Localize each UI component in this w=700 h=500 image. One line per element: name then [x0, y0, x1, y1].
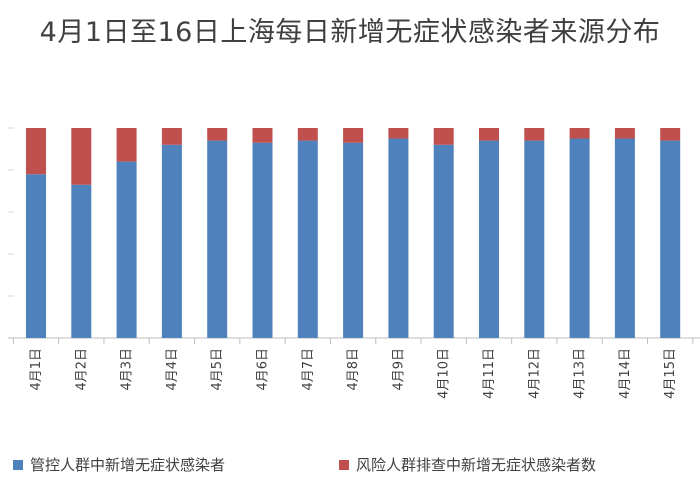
x-tick-label: 4月1日: [29, 348, 44, 391]
bar-controlled-population: [614, 138, 635, 338]
bar-risk-screening: [116, 128, 137, 162]
bar-risk-screening: [26, 128, 46, 175]
bar-controlled-population: [161, 144, 182, 338]
x-tick-label: 4月3日: [120, 348, 135, 391]
bar-controlled-population: [569, 138, 590, 338]
bar-risk-screening: [614, 128, 635, 139]
bar-controlled-population: [388, 138, 409, 338]
x-tick-label: 4月4日: [165, 348, 180, 391]
x-tick-label: 4月2日: [74, 348, 89, 391]
x-tick-label: 4月10日: [437, 348, 452, 399]
bar-risk-screening: [297, 128, 318, 141]
x-tick-label: 4月7日: [301, 348, 316, 391]
legend-swatch: [13, 460, 23, 470]
x-tick-label: 4月13日: [573, 348, 588, 399]
x-tick-label: 4月14日: [618, 348, 633, 399]
x-tick-label: 4月12日: [527, 348, 542, 399]
x-tick-label: 4月5日: [210, 348, 225, 391]
bar-risk-screening: [71, 128, 92, 185]
x-tick-label: 4月11日: [482, 348, 497, 399]
bar-risk-screening: [252, 128, 273, 143]
bar-controlled-population: [71, 184, 92, 338]
bar-risk-screening: [388, 128, 409, 139]
bar-controlled-population: [524, 140, 545, 338]
bar-controlled-population: [343, 142, 364, 338]
bar-controlled-population: [116, 161, 137, 338]
bar-controlled-population: [252, 142, 273, 338]
bar-risk-screening: [479, 128, 499, 141]
bar-risk-screening: [660, 128, 681, 141]
bar-controlled-population: [207, 140, 228, 338]
legend-label: 风险人群排查中新增无症状感染者数: [356, 456, 596, 474]
bar-risk-screening: [569, 128, 590, 139]
legend-label: 管控人群中新增无症状感染者: [30, 456, 225, 474]
bar-risk-screening: [207, 128, 228, 141]
bar-controlled-population: [660, 140, 681, 338]
bar-risk-screening: [524, 128, 545, 141]
bar-controlled-population: [479, 140, 499, 338]
legend-swatch: [339, 460, 349, 470]
chart-title: 4月1日至16日上海每日新增无症状感染者来源分布: [39, 17, 661, 48]
bar-risk-screening: [161, 128, 182, 145]
bar-risk-screening: [433, 128, 454, 145]
bar-controlled-population: [297, 140, 318, 338]
bar-controlled-population: [26, 174, 46, 338]
x-tick-label: 4月15日: [663, 348, 678, 399]
x-tick-label: 4月6日: [256, 348, 271, 391]
x-tick-label: 4月9日: [391, 348, 406, 391]
x-tick-label: 4月8日: [346, 348, 361, 391]
bar-controlled-population: [433, 144, 454, 338]
bar-risk-screening: [343, 128, 364, 143]
